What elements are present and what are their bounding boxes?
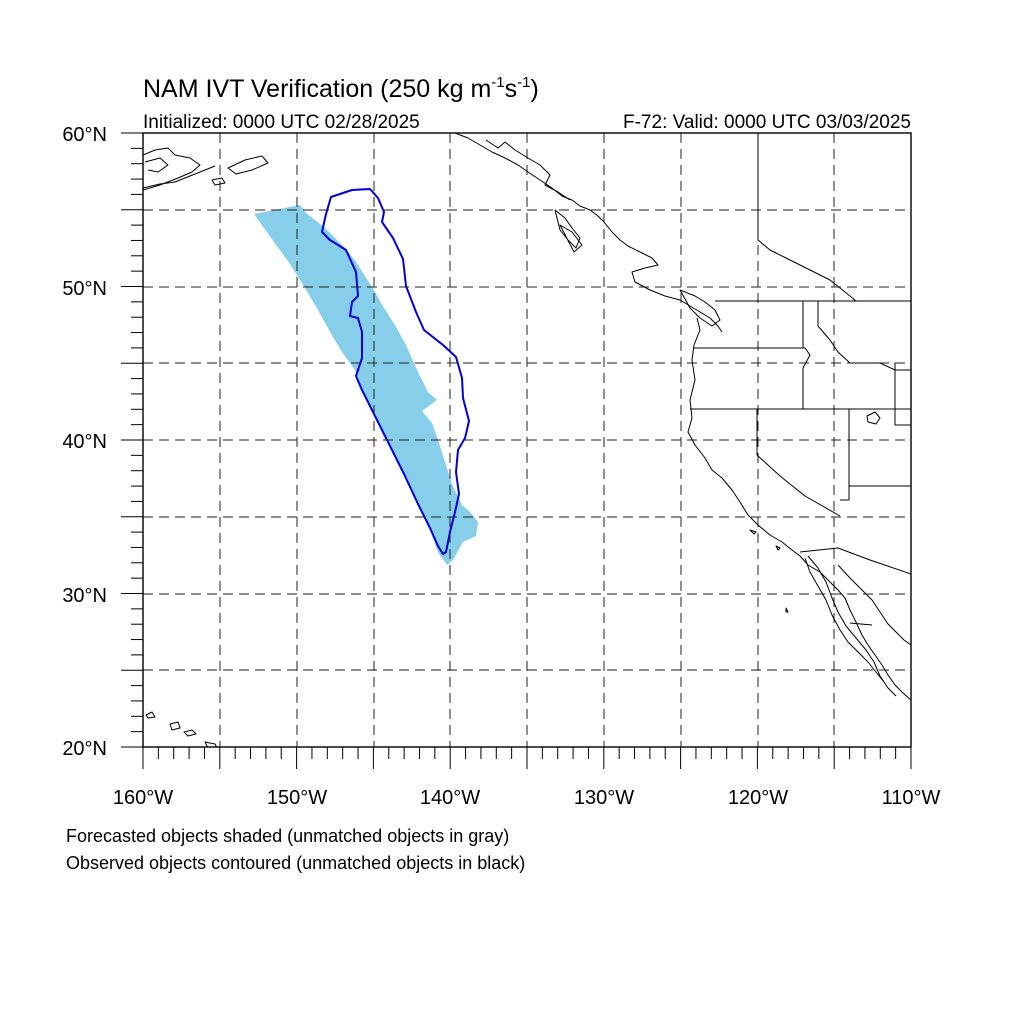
lat-label-30: 30°N [62,585,107,607]
valid-label: F-72: Valid: 0000 UTC 03/03/2025 [623,112,911,133]
map-title: NAM IVT Verification (250 kg m-1s-1) [143,74,539,103]
forecast-object [254,205,478,565]
lon-label-130w: 130°W [574,787,634,809]
lon-label-150w: 150°W [267,787,327,809]
lat-label-40: 40°N [62,431,107,453]
graticule [143,133,911,747]
lon-axis-labels: 160°W 150°W 140°W 130°W 120°W 110°W [113,787,941,809]
lat-label-60: 60°N [62,124,107,146]
initialized-label: Initialized: 0000 UTC 02/28/2025 [143,112,420,133]
lat-axis-labels: 60°N 50°N 40°N 30°N 20°N [62,124,107,760]
lon-label-120w: 120°W [728,787,788,809]
lon-label-110w: 110°W [882,787,941,809]
footer-forecast-note: Forecasted objects shaded (unmatched obj… [66,826,509,846]
lat-label-50: 50°N [62,278,107,300]
observed-object-contour [321,188,470,555]
lat-label-20: 20°N [62,738,107,760]
lon-label-160w: 160°W [113,787,173,809]
footer-observed-note: Observed objects contoured (unmatched ob… [66,853,525,873]
axis-ticks [121,132,912,769]
coastlines [143,133,911,747]
lon-label-140w: 140°W [420,787,480,809]
